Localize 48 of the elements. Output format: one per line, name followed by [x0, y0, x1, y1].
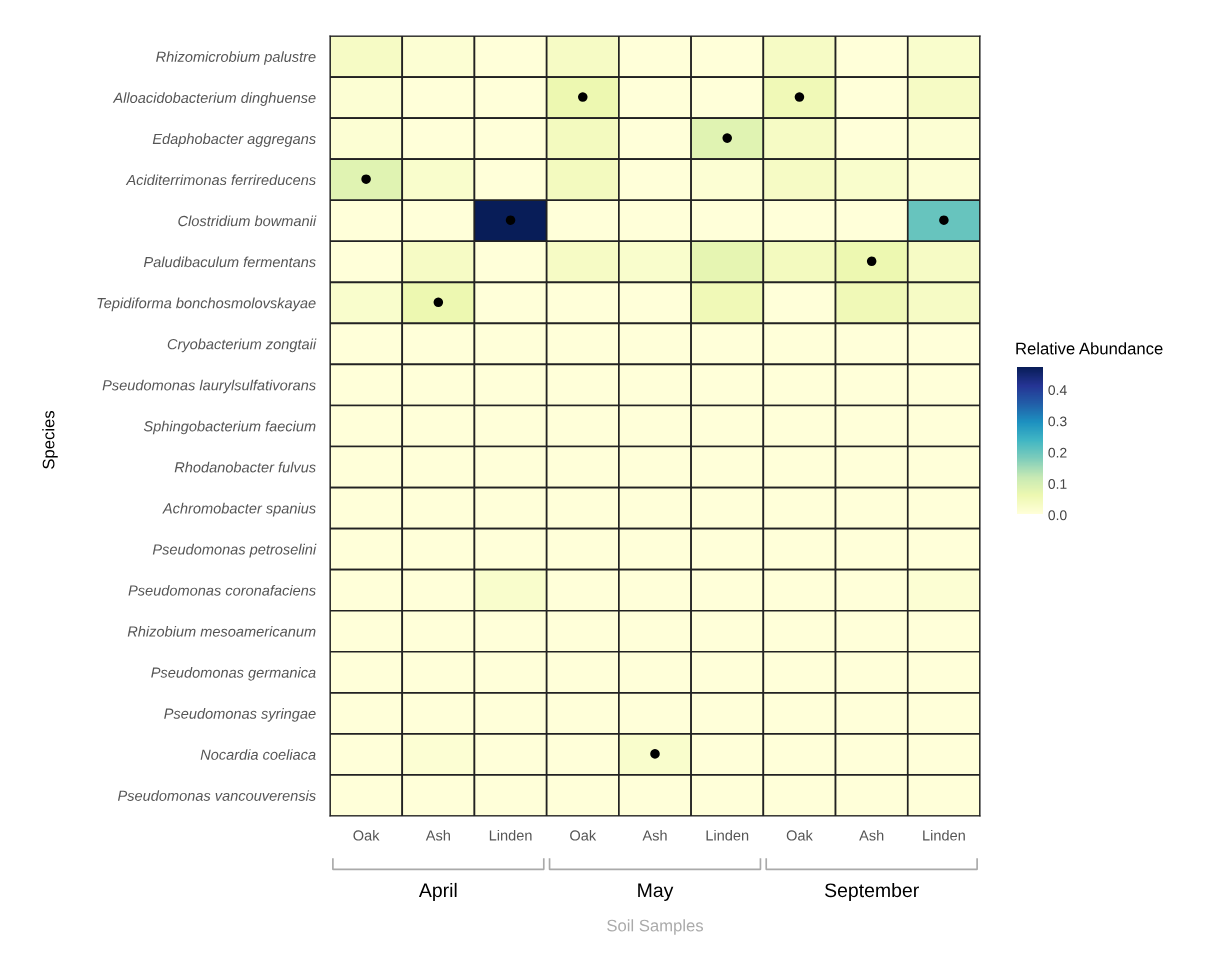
x-axis-title: Soil Samples [607, 919, 704, 935]
y-tick-label: Pseudomonas vancouverensis [117, 790, 316, 801]
color-bar-label: 0.1 [1048, 479, 1067, 489]
x-tick-label: Linden [923, 829, 965, 841]
x-tick-label: Oak [570, 829, 597, 841]
data-label: ● [866, 256, 877, 267]
color-bar-label: 0.4 [1048, 385, 1067, 396]
data-label: ● [433, 297, 444, 308]
x-tick-label: Linden [489, 829, 532, 841]
y-tick-label: Paludibaculum fermentans [143, 256, 316, 268]
data-label: ● [361, 174, 371, 184]
y-tick-label: Sphingobacterium faecium [143, 420, 316, 435]
color-bar-label: 0.0 [1048, 510, 1067, 521]
data-label: ● [650, 749, 660, 759]
x-tick-label: Ash [642, 829, 667, 841]
data-label: ● [794, 92, 805, 102]
text: September [825, 882, 919, 902]
y-tick-label: Cryobacterium zongtaii [167, 338, 317, 353]
y-tick-label: Pseudomonas syringae [164, 708, 316, 722]
text: May [638, 883, 674, 902]
color-bar-label: 0.2 [1048, 447, 1067, 458]
y-tick-label: Edaphobacter aggregans [152, 133, 316, 147]
y-tick-label: Rhizobium mesoamericanum [127, 625, 316, 637]
data-label: ● [578, 92, 588, 102]
x-tick-label: Ash [425, 829, 450, 841]
y-tick-label: Alloacidobacterium dinghuense [112, 92, 316, 106]
y-tick-label: Rhizomicrobium palustre [156, 51, 316, 65]
data-label: ● [939, 215, 949, 225]
y-tick-label: Rhodanobacter fulvus [174, 461, 316, 473]
y-tick-label: Achromobacter spanius [162, 502, 316, 517]
color-bar-title: Relative Abundance [1016, 342, 1163, 355]
color-bar-label: 0.3 [1048, 416, 1067, 427]
y-tick-label: Nocardia coeliaca [200, 749, 316, 760]
y-tick-label: Tepidiforma bonchosmolovskayae [97, 297, 316, 312]
text: April [418, 882, 457, 902]
x-tick-label: Linden [706, 829, 749, 841]
y-tick-label: Pseudomonas coronafaciens [128, 584, 316, 596]
data-label: ● [505, 215, 516, 225]
x-tick-label: Oak [786, 829, 813, 841]
y-tick-label: Clostridium bowmanii [178, 215, 317, 227]
x-tick-label: Oak [353, 829, 380, 841]
y-tick-label: Aciditerrimonas ferrireducens [125, 174, 316, 186]
y-tick-label: Pseudomonas laurylsulfativorans [102, 379, 316, 394]
x-tick-label: Ash [859, 829, 884, 841]
y-tick-label: Pseudomonas germanica [151, 667, 316, 681]
y-tick-label: Pseudomonas petroselini [152, 543, 317, 558]
y-axis-title: Species [42, 410, 58, 469]
data-label: ● [722, 133, 732, 143]
